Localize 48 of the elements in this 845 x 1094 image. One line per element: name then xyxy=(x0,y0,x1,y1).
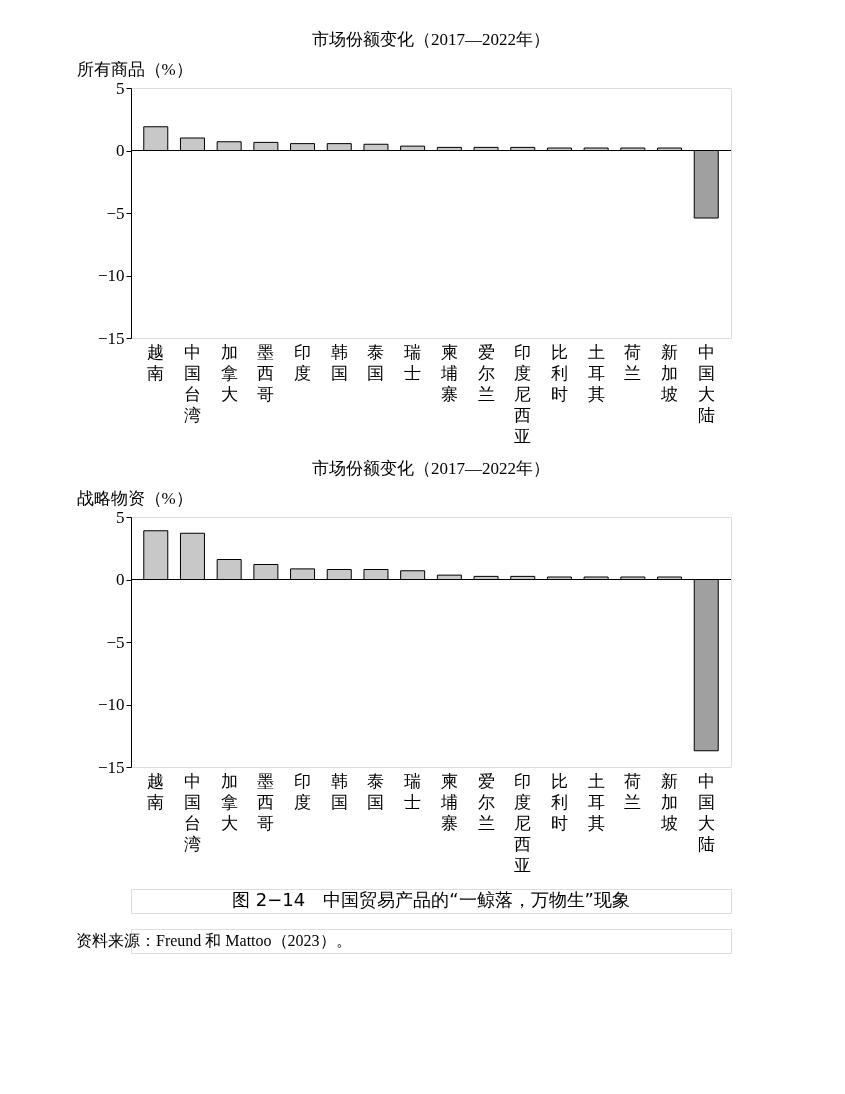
x-tick-label: 瑞士 xyxy=(404,342,422,383)
y-tick-label: 0 xyxy=(116,141,125,160)
chart-title: 市场份额变化（2017—2022年） xyxy=(312,459,550,478)
x-tick-label: 新加坡 xyxy=(660,771,679,833)
x-tick-label: 中国大陆 xyxy=(697,342,715,425)
x-tick-label: 爱尔兰 xyxy=(477,771,495,833)
x-tick-label: 比利时 xyxy=(550,771,568,833)
x-tick-label: 泰国 xyxy=(367,771,385,812)
y-axis-title: 战略物资（%） xyxy=(76,488,193,508)
x-tick-label: 爱尔兰 xyxy=(477,342,495,404)
x-tick-label: 土耳其 xyxy=(587,771,605,833)
y-tick-label: −5 xyxy=(106,203,125,223)
x-tick-label: 韩国 xyxy=(330,342,348,383)
y-tick-label: −15 xyxy=(97,328,125,348)
x-tick-label: 越南 xyxy=(147,342,165,383)
chart-title: 市场份额变化（2017—2022年） xyxy=(312,30,550,49)
x-tick-label: 柬埔寨 xyxy=(439,342,458,404)
y-tick-label: 5 xyxy=(116,507,125,527)
x-tick-label: 越南 xyxy=(147,771,165,812)
x-tick-label: 印度尼西亚 xyxy=(514,771,532,875)
x-tick-label: 墨西哥 xyxy=(257,771,275,833)
x-tick-label: 加拿大 xyxy=(220,771,238,833)
caption: 图 2−14 中国贸易产品的“一鲸落，万物生”现象 xyxy=(232,889,630,910)
y-tick-label: −15 xyxy=(97,757,125,777)
y-tick-label: 0 xyxy=(116,570,125,589)
x-tick-label: 土耳其 xyxy=(587,342,605,404)
x-tick-label: 泰国 xyxy=(367,342,385,383)
x-tick-label: 韩国 xyxy=(330,771,348,812)
x-tick-label: 墨西哥 xyxy=(257,342,275,404)
text: 资料来源：Freund 和 Mattoo（2023）。 xyxy=(76,932,352,949)
x-tick-label: 印度 xyxy=(294,771,312,812)
x-tick-label: 比利时 xyxy=(550,342,568,404)
x-tick-label: 印度尼西亚 xyxy=(514,342,532,446)
y-tick-label: −5 xyxy=(106,632,125,652)
x-tick-label: 瑞士 xyxy=(404,771,422,812)
x-tick-label: 中国大陆 xyxy=(697,771,715,854)
y-tick-label: −10 xyxy=(97,695,125,714)
x-tick-label: 荷兰 xyxy=(624,342,642,383)
y-tick-label: 5 xyxy=(116,78,125,98)
x-tick-label: 中国台湾 xyxy=(183,342,201,425)
x-tick-label: 加拿大 xyxy=(220,342,238,404)
x-tick-label: 印度 xyxy=(294,342,312,383)
x-tick-label: 荷兰 xyxy=(624,771,642,812)
x-tick-label: 中国台湾 xyxy=(183,771,201,854)
x-tick-label: 新加坡 xyxy=(660,342,679,404)
y-tick-label: −10 xyxy=(97,266,125,285)
y-axis-title: 所有商品（%） xyxy=(76,59,193,79)
x-tick-label: 柬埔寨 xyxy=(439,771,458,833)
